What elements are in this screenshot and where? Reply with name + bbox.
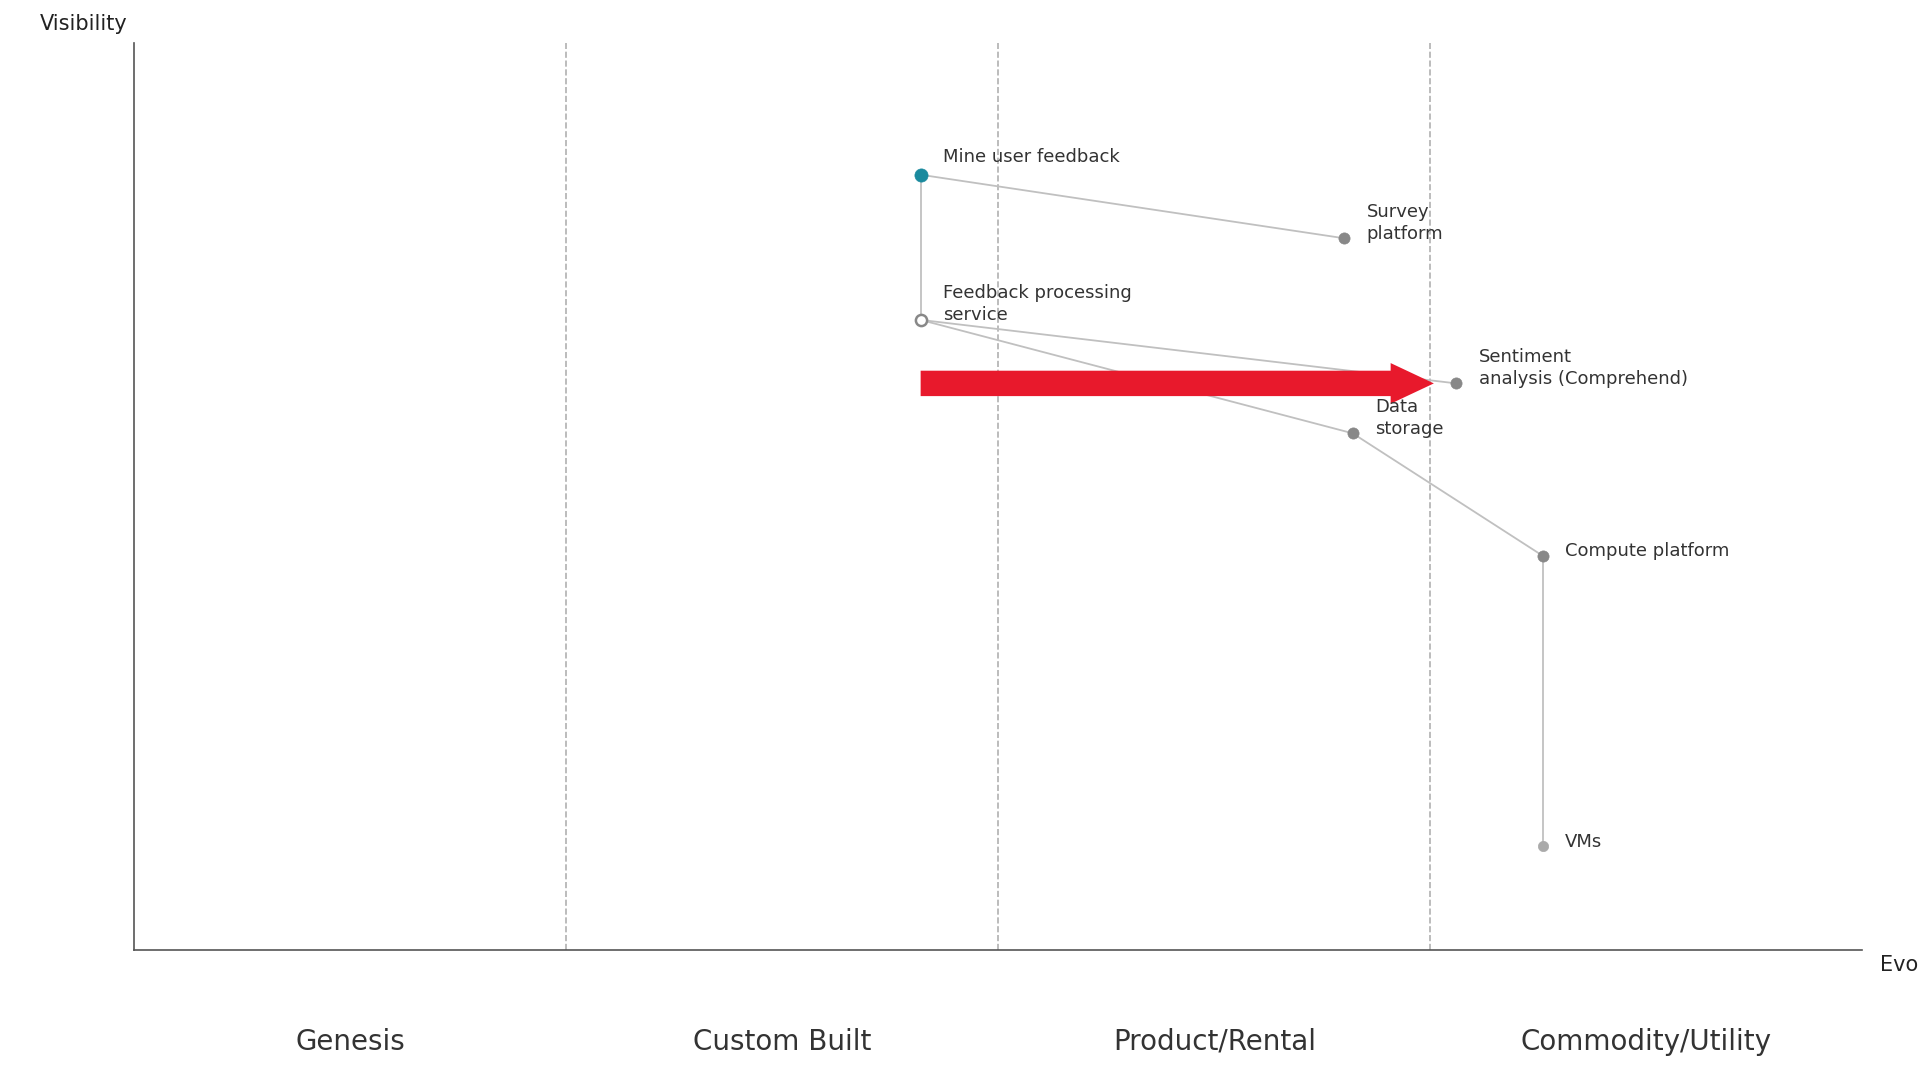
- Point: [1440, 375, 1471, 392]
- Text: Feedback processing
service: Feedback processing service: [943, 284, 1133, 324]
- FancyArrow shape: [920, 363, 1434, 404]
- Point: [1526, 837, 1557, 854]
- Text: Mine user feedback: Mine user feedback: [943, 148, 1119, 165]
- Text: Visibility: Visibility: [40, 14, 127, 35]
- Point: [904, 166, 935, 184]
- Text: Custom Built: Custom Built: [693, 1027, 872, 1055]
- Text: Compute platform: Compute platform: [1565, 542, 1730, 561]
- Text: Data
storage: Data storage: [1375, 397, 1444, 437]
- Point: [904, 311, 935, 328]
- Text: Survey
platform: Survey platform: [1367, 203, 1444, 243]
- Text: Commodity/Utility: Commodity/Utility: [1521, 1027, 1772, 1055]
- Point: [1336, 424, 1367, 442]
- Point: [1329, 230, 1359, 247]
- Text: Evolution: Evolution: [1880, 955, 1920, 975]
- Text: Sentiment
analysis (Comprehend): Sentiment analysis (Comprehend): [1478, 348, 1688, 388]
- Point: [1526, 548, 1557, 565]
- Text: Genesis: Genesis: [296, 1027, 405, 1055]
- Text: VMs: VMs: [1565, 833, 1603, 851]
- Text: Product/Rental: Product/Rental: [1114, 1027, 1315, 1055]
